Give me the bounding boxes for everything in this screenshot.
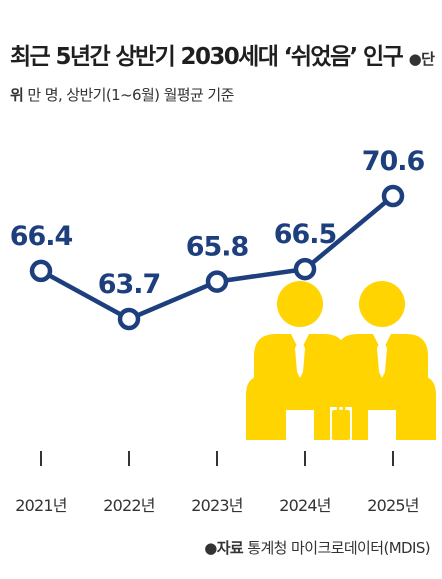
unit-note: ●단위 만 명, 상반기(1~6월) 월평균 기준 (10, 50, 435, 104)
x-tick-label: 2024년 (279, 496, 331, 515)
data-label: 70.6 (362, 146, 425, 177)
worker-head-icon (359, 281, 405, 327)
x-tick-label: 2025년 (367, 496, 419, 515)
data-point (29, 259, 53, 283)
x-tick-label: 2023년 (191, 496, 243, 515)
data-label: 66.4 (10, 221, 73, 252)
worker-tie-icon (295, 338, 305, 378)
worker-tie-icon (377, 338, 387, 378)
data-point (293, 257, 317, 281)
x-tick-label: 2022년 (103, 496, 155, 515)
source-label: ●자료 (204, 539, 244, 557)
briefcase-handle-icon (336, 400, 346, 413)
x-axis-labels: 2021년 2022년 2023년 2024년 2025년 (15, 496, 419, 515)
x-axis-ticks (40, 451, 394, 466)
source-text: 통계청 마이크로데이터(MDIS) (243, 539, 430, 557)
unit-label: ●단위 (10, 50, 435, 104)
x-tick-label: 2021년 (15, 496, 67, 515)
two-seated-office-workers-icon (246, 281, 436, 440)
worker-legs-icon (270, 396, 330, 440)
worker-head-icon (277, 281, 323, 327)
chart-title: 최근 5년간 상반기 2030세대 ‘쉬었음’ 인구 ●단위 만 명, 상반기(… (10, 40, 435, 112)
briefcase-icon (332, 410, 350, 440)
series-line-group (29, 184, 405, 331)
data-label: 65.8 (186, 232, 249, 263)
data-label: 63.7 (98, 269, 161, 300)
unit-text: 만 명, 상반기(1~6월) 월평균 기준 (23, 86, 234, 104)
data-point (381, 184, 405, 208)
data-label-group: 66.4 63.7 65.8 66.5 70.6 (10, 146, 426, 300)
data-point (117, 307, 141, 331)
source-note: ●자료 통계청 마이크로데이터(MDIS) (204, 537, 430, 558)
data-point (205, 270, 229, 293)
data-label: 66.5 (274, 219, 337, 250)
worker-legs-icon (352, 396, 412, 440)
title-text: 최근 5년간 상반기 2030세대 ‘쉬었음’ 인구 (10, 44, 404, 70)
